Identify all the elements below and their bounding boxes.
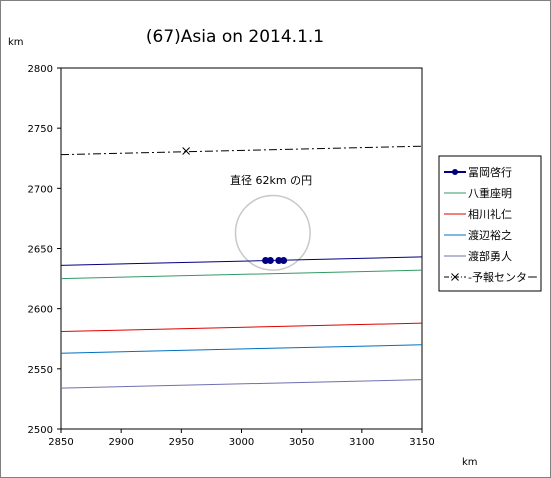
series-line [60, 145, 423, 156]
legend-label: 冨岡啓行 [468, 165, 512, 179]
circle-annotation: 直径 62km の円 [230, 173, 312, 187]
chart-title: (67)Asia on 2014.1.1 [146, 27, 324, 47]
cross-stroke [182, 147, 191, 155]
x-tick-label: 2900 [108, 437, 133, 448]
x-tick-label: 2850 [48, 437, 73, 448]
data-point [182, 147, 191, 155]
legend-label: 相川礼仁 [468, 207, 512, 221]
legend-label: 渡部勇人 [468, 249, 512, 263]
y-tick-label: 2550 [28, 365, 53, 376]
legend-label: 八重座明 [468, 186, 512, 200]
x-tick-label: 3000 [229, 437, 254, 448]
x-tick-label: 3050 [289, 437, 314, 448]
y-tick-label: 2750 [28, 124, 53, 135]
series-line [60, 322, 423, 333]
y-tick-label: 2500 [28, 425, 53, 436]
y-tick-label: 2800 [28, 64, 53, 75]
data-point [266, 257, 274, 265]
legend-box [438, 155, 542, 292]
x-tick-label: 2950 [169, 437, 194, 448]
diameter-circle [234, 194, 311, 271]
legend-marker [452, 169, 458, 175]
series-line [60, 256, 423, 266]
y-tick-label: 2600 [28, 305, 53, 316]
y-axis-unit: km [8, 37, 24, 48]
x-tick-label: 3100 [349, 437, 374, 448]
plot-area [60, 67, 423, 430]
y-tick-label: 2700 [28, 184, 53, 195]
legend-label: -予報センター [468, 271, 538, 284]
cross-stroke [451, 273, 459, 281]
series-line [60, 379, 423, 389]
x-tick-label: 3150 [409, 437, 434, 448]
data-point [280, 257, 288, 265]
x-axis-unit: km [462, 457, 478, 468]
legend-label: 渡辺裕之 [468, 228, 512, 242]
series-line [60, 344, 423, 354]
series-line [60, 269, 423, 280]
legend-marker [451, 273, 459, 281]
y-tick-label: 2650 [28, 245, 53, 256]
